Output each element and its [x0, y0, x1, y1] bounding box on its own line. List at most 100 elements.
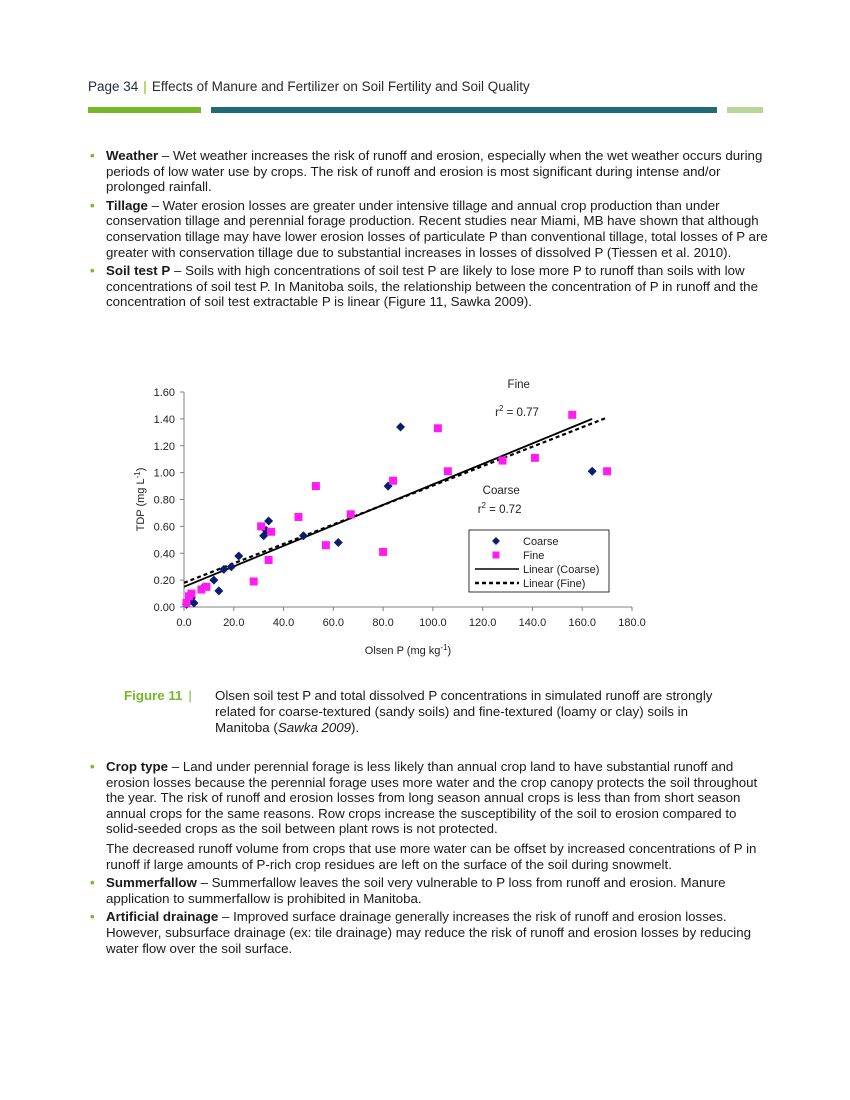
annotations: Fine r2 = 0.77 Coarse r2 = 0.72: [478, 379, 539, 516]
point-fine: [433, 424, 442, 433]
bullet-dot: •: [90, 197, 95, 213]
point-coarse: [587, 466, 597, 476]
bullet-dot: •: [90, 759, 95, 774]
y-tick-label: 0.20: [154, 575, 175, 587]
legend: Coarse Fine Linear (Coarse) Linear (Fine): [468, 529, 610, 593]
x-tick-label: 40.0: [273, 617, 294, 629]
point-fine: [568, 410, 577, 419]
bullet-term: Soil test P: [106, 263, 171, 279]
bullet-dot: •: [90, 263, 95, 279]
point-fine: [530, 453, 539, 462]
point-coarse: [189, 598, 199, 608]
point-coarse: [209, 575, 219, 585]
x-tick-label: 80.0: [372, 617, 393, 629]
x-tick-label: 180.0: [618, 617, 646, 629]
x-tick-label: 20.0: [223, 617, 244, 629]
trendlines: [183, 416, 608, 588]
bullet-soil-test-p: • Soil test P – Soils with high concentr…: [88, 263, 768, 310]
point-fine: [257, 522, 266, 531]
x-axis-label: Olsen P (mg kg-1): [365, 643, 451, 657]
point-fine: [389, 476, 398, 485]
bullet-dot: •: [90, 148, 95, 163]
legend-marker-fine: [492, 551, 500, 559]
point-coarse: [396, 422, 406, 432]
bullet-weather: • Weather – Wet weather increases the ri…: [88, 148, 768, 195]
figure-caption-text: Olsen soil test P and total dissolved P …: [215, 688, 724, 736]
point-fine: [264, 555, 273, 564]
bullet-text: – Summerfallow leaves the soil very vuln…: [106, 875, 726, 906]
legend-box: [468, 529, 610, 593]
point-fine: [294, 512, 303, 521]
x-tick-label: 120.0: [469, 617, 497, 629]
point-fine: [187, 589, 196, 598]
point-fine: [267, 527, 276, 536]
annotation-1: r2 = 0.77: [495, 404, 539, 419]
bullet-dot: •: [90, 909, 95, 925]
legend-label: Linear (Fine): [523, 578, 585, 590]
y-tick-label: 0.00: [154, 602, 175, 614]
header-bar-light: [727, 107, 763, 113]
figure-label: Figure 11 |: [124, 688, 192, 704]
bullet-text: – Wet weather increases the risk of runo…: [106, 148, 763, 195]
point-fine: [202, 582, 211, 591]
bullet-term: Summerfallow: [106, 875, 197, 891]
axes: 0.00 0.20 0.40 0.60 0.80 1.00 1.20 1.40 1.60 0.0 2…: [133, 387, 646, 657]
bullet-term: Artificial drainage: [106, 909, 219, 925]
point-coarse: [226, 562, 236, 572]
bullet-list-bottom: • Crop type – Land under perennial forag…: [88, 759, 768, 959]
annotation-0: Fine: [508, 379, 530, 391]
header-bar-green: [88, 107, 201, 113]
bullet-crop-type: • Crop type – Land under perennial forag…: [88, 759, 768, 837]
bullet-text: – Land under perennial forage is less li…: [106, 759, 758, 837]
point-coarse: [333, 538, 343, 547]
bullet-term: Tillage: [106, 197, 148, 213]
legend-label: Linear (Coarse): [523, 564, 599, 576]
y-axis-label: TDP (mg L-1): [133, 468, 147, 532]
caption-body: Olsen soil test P and total dissolved P …: [215, 688, 713, 735]
y-tick-label: 1.00: [154, 468, 175, 480]
point-fine: [182, 598, 191, 607]
header-title: Effects of Manure and Fertilizer on Soil…: [151, 79, 530, 94]
x-tick-label: 0.0: [176, 617, 191, 629]
trendline-fine: [183, 416, 608, 584]
figure-11-chart: 0.00 0.20 0.40 0.60 0.80 1.00 1.20 1.40 1.60 0.0 2…: [120, 375, 660, 665]
point-coarse: [234, 551, 244, 561]
y-tick-label: 1.40: [154, 414, 175, 426]
bullet-tillage: • Tillage – Water erosion losses are gre…: [88, 198, 768, 260]
legend-marker-coarse: [492, 537, 500, 545]
bullet-text: – Improved surface drainage generally in…: [106, 909, 752, 956]
caption-citation: Sawka 2009: [277, 720, 352, 735]
y-tick-label: 1.20: [154, 441, 175, 453]
point-fine: [249, 577, 258, 586]
page-number: Page 34: [88, 79, 139, 94]
point-coarse: [264, 516, 274, 526]
header-separator: |: [143, 79, 147, 94]
point-fine: [346, 510, 355, 519]
bullet-term: Crop type: [106, 759, 169, 774]
y-tick-label: 0.40: [154, 548, 175, 560]
bullet-term: Weather: [106, 148, 159, 163]
point-fine: [443, 467, 452, 476]
point-fine: [197, 585, 206, 594]
point-fine: [379, 547, 388, 556]
bullet-summerfallow: • Summerfallow – Summerfallow leaves the…: [88, 875, 768, 906]
bullet-text: – Soils with high concentrations of soil…: [106, 263, 758, 310]
y-tick-label: 0.60: [154, 521, 175, 533]
legend-label: Coarse: [523, 536, 558, 548]
x-tick-label: 60.0: [323, 617, 344, 629]
data-points: [181, 410, 612, 609]
point-fine: [311, 482, 320, 491]
point-fine: [603, 467, 612, 476]
x-tick-label: 160.0: [568, 617, 596, 629]
x-tick-label: 140.0: [519, 617, 547, 629]
figure-label-text: Figure 11: [124, 688, 183, 703]
point-fine: [498, 456, 507, 465]
legend-label: Fine: [523, 550, 544, 562]
crop-type-extra-paragraph: The decreased runoff volume from crops t…: [106, 840, 757, 872]
page-header: Page 34 | Effects of Manure and Fertilizer…: [88, 79, 530, 94]
annotation-3: r2 = 0.72: [478, 501, 522, 516]
point-coarse: [214, 586, 224, 596]
point-coarse: [219, 564, 229, 574]
point-coarse: [298, 531, 308, 541]
bullet-text: – Water erosion losses are greater under…: [106, 197, 768, 260]
